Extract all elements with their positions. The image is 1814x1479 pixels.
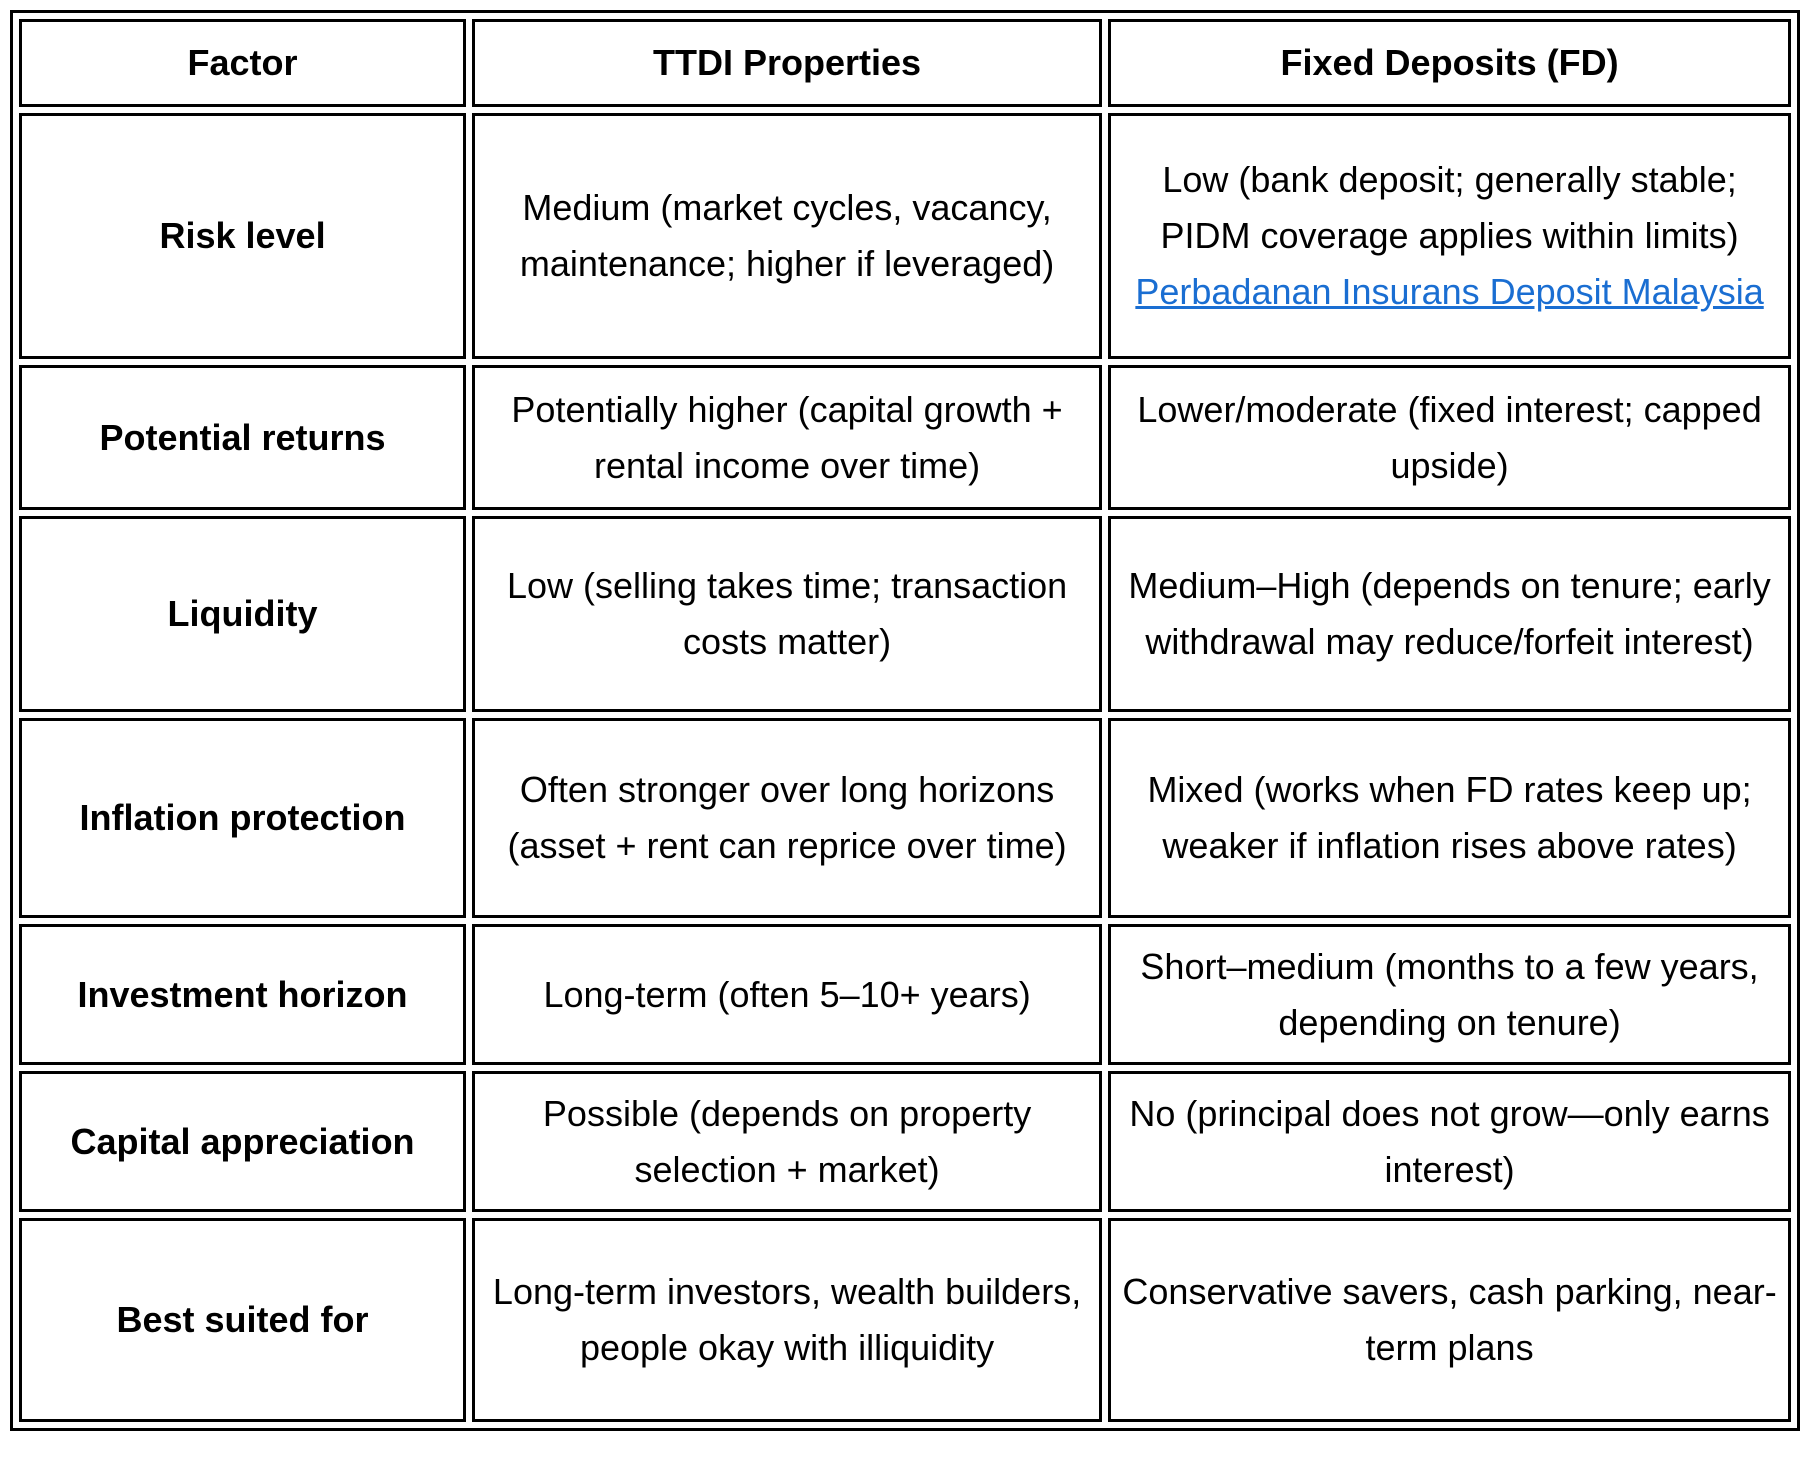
fd-text: Low (bank deposit; generally stable; PID… [1160, 159, 1739, 256]
fd-cell: Mixed (works when FD rates keep up; weak… [1108, 718, 1791, 918]
fd-link-wrap: Perbadanan Insurans Deposit Malaysia [1119, 264, 1780, 320]
factor-cell: Investment horizon [19, 924, 467, 1065]
ttdi-cell: Possible (depends on property selection … [472, 1071, 1103, 1212]
fd-cell: Low (bank deposit; generally stable; PID… [1108, 113, 1791, 359]
column-header-factor: Factor [19, 19, 467, 107]
ttdi-cell: Medium (market cycles, vacancy, maintena… [472, 113, 1103, 359]
factor-cell: Best suited for [19, 1218, 467, 1422]
ttdi-cell: Long-term (often 5–10+ years) [472, 924, 1103, 1065]
factor-cell: Inflation protection [19, 718, 467, 918]
fd-cell: Short–medium (months to a few years, dep… [1108, 924, 1791, 1065]
column-header-ttdi: TTDI Properties [472, 19, 1103, 107]
table-row-inflation-protection: Inflation protection Often stronger over… [19, 718, 1791, 918]
fd-cell: No (principal does not grow—only earns i… [1108, 1071, 1791, 1212]
factor-cell: Liquidity [19, 516, 467, 712]
table-row-potential-returns: Potential returns Potentially higher (ca… [19, 365, 1791, 510]
factor-cell: Potential returns [19, 365, 467, 510]
table-row-capital-appreciation: Capital appreciation Possible (depends o… [19, 1071, 1791, 1212]
table-row-best-suited-for: Best suited for Long-term investors, wea… [19, 1218, 1791, 1422]
factor-cell: Capital appreciation [19, 1071, 467, 1212]
ttdi-cell: Long-term investors, wealth builders, pe… [472, 1218, 1103, 1422]
table-row-investment-horizon: Investment horizon Long-term (often 5–10… [19, 924, 1791, 1065]
factor-cell: Risk level [19, 113, 467, 359]
fd-cell: Conservative savers, cash parking, near-… [1108, 1218, 1791, 1422]
table-row-risk-level: Risk level Medium (market cycles, vacanc… [19, 113, 1791, 359]
ttdi-cell: Low (selling takes time; transaction cos… [472, 516, 1103, 712]
ttdi-cell: Potentially higher (capital growth + ren… [472, 365, 1103, 510]
pidm-link[interactable]: Perbadanan Insurans Deposit Malaysia [1135, 271, 1764, 312]
column-header-fd: Fixed Deposits (FD) [1108, 19, 1791, 107]
ttdi-cell: Often stronger over long horizons (asset… [472, 718, 1103, 918]
fd-cell: Medium–High (depends on tenure; early wi… [1108, 516, 1791, 712]
fd-cell: Lower/moderate (fixed interest; capped u… [1108, 365, 1791, 510]
comparison-table: Factor TTDI Properties Fixed Deposits (F… [10, 10, 1800, 1431]
header-row: Factor TTDI Properties Fixed Deposits (F… [19, 19, 1791, 107]
table-row-liquidity: Liquidity Low (selling takes time; trans… [19, 516, 1791, 712]
